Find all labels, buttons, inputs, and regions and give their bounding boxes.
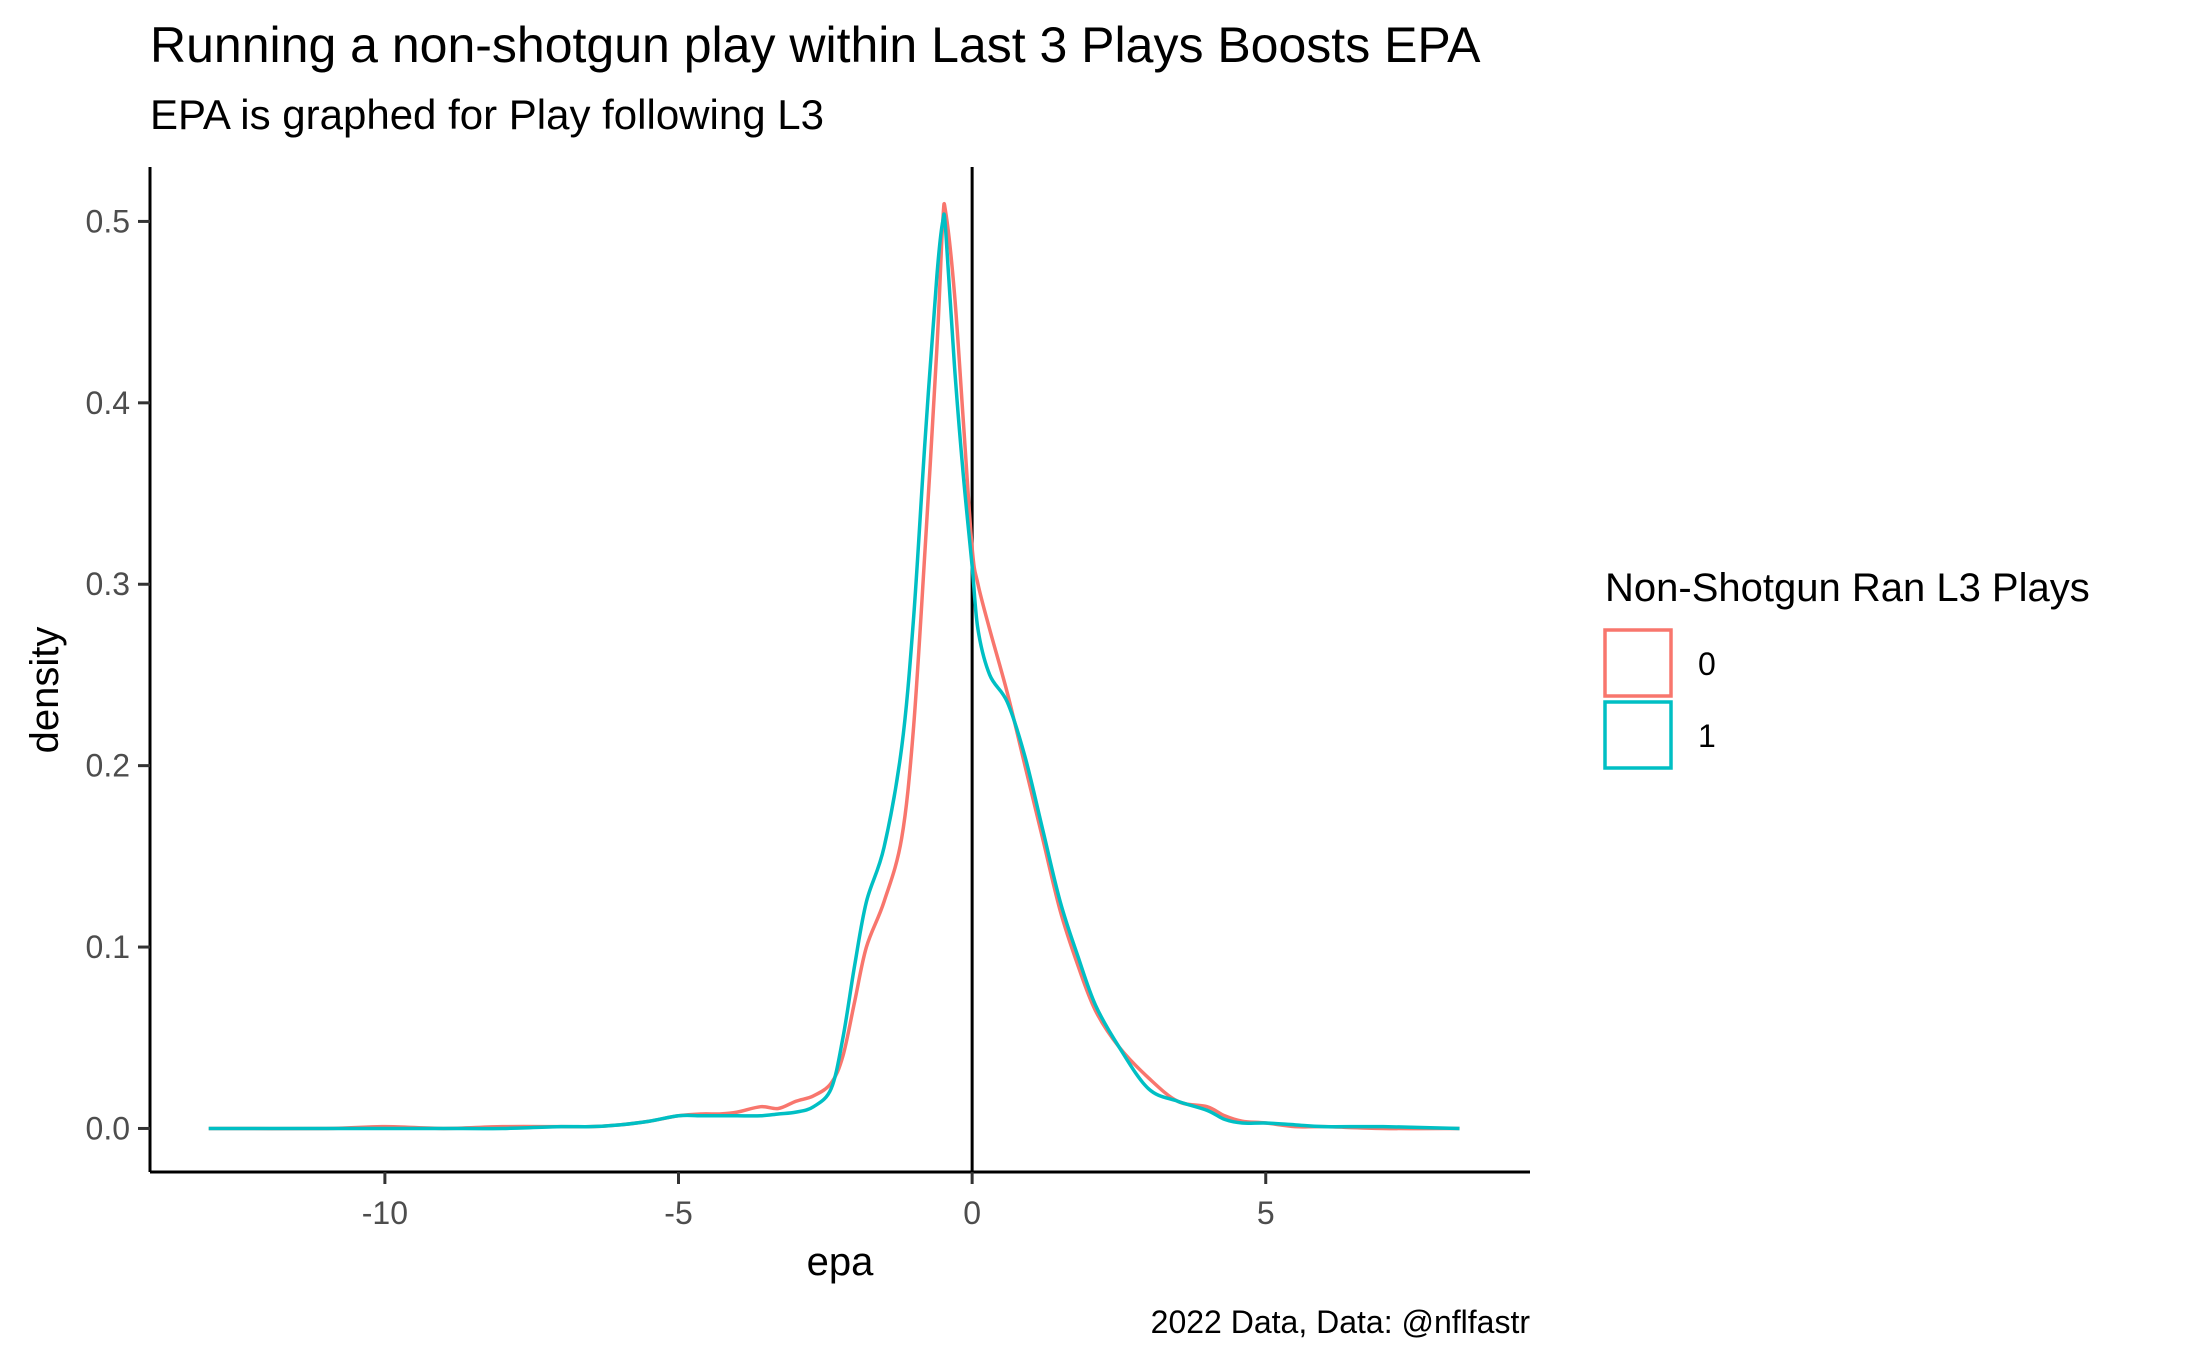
density-line-series-1 — [208, 212, 1460, 1131]
y-tick-label: 0.3 — [86, 566, 130, 602]
legend: Non-Shotgun Ran L3 Plays 01 — [1603, 566, 2090, 770]
chart-subtitle: EPA is graphed for Play following L3 — [150, 91, 824, 138]
plot-area — [208, 167, 1460, 1172]
x-tick-label: 5 — [1257, 1195, 1275, 1231]
y-axis-title: density — [23, 627, 67, 754]
y-tick-label: 0.2 — [86, 748, 130, 784]
legend-label: 1 — [1698, 718, 1716, 754]
legend-label: 0 — [1698, 646, 1716, 682]
y-tick-label: 0.0 — [86, 1110, 130, 1146]
x-axis-ticks: -10 -5 0 5 — [362, 1172, 1275, 1231]
x-axis-title: epa — [807, 1240, 874, 1284]
y-tick-label: 0.5 — [86, 203, 130, 239]
x-tick-label: -5 — [664, 1195, 692, 1231]
x-tick-label: 0 — [963, 1195, 981, 1231]
y-tick-label: 0.1 — [86, 929, 130, 965]
y-axis-ticks: 0.0 0.1 0.2 0.3 0.4 0.5 — [86, 203, 150, 1146]
legend-title: Non-Shotgun Ran L3 Plays — [1605, 566, 2090, 610]
legend-key-series-0 — [1603, 628, 1673, 698]
legend-items: 01 — [1603, 628, 1716, 770]
x-tick-label: -10 — [362, 1195, 408, 1231]
y-tick-label: 0.4 — [86, 385, 130, 421]
legend-key-series-1 — [1603, 700, 1673, 770]
density-line-series-0 — [208, 202, 1460, 1131]
chart-title: Running a non-shotgun play within Last 3… — [150, 17, 1481, 73]
chart-caption: 2022 Data, Data: @nflfastr — [1151, 1304, 1531, 1340]
